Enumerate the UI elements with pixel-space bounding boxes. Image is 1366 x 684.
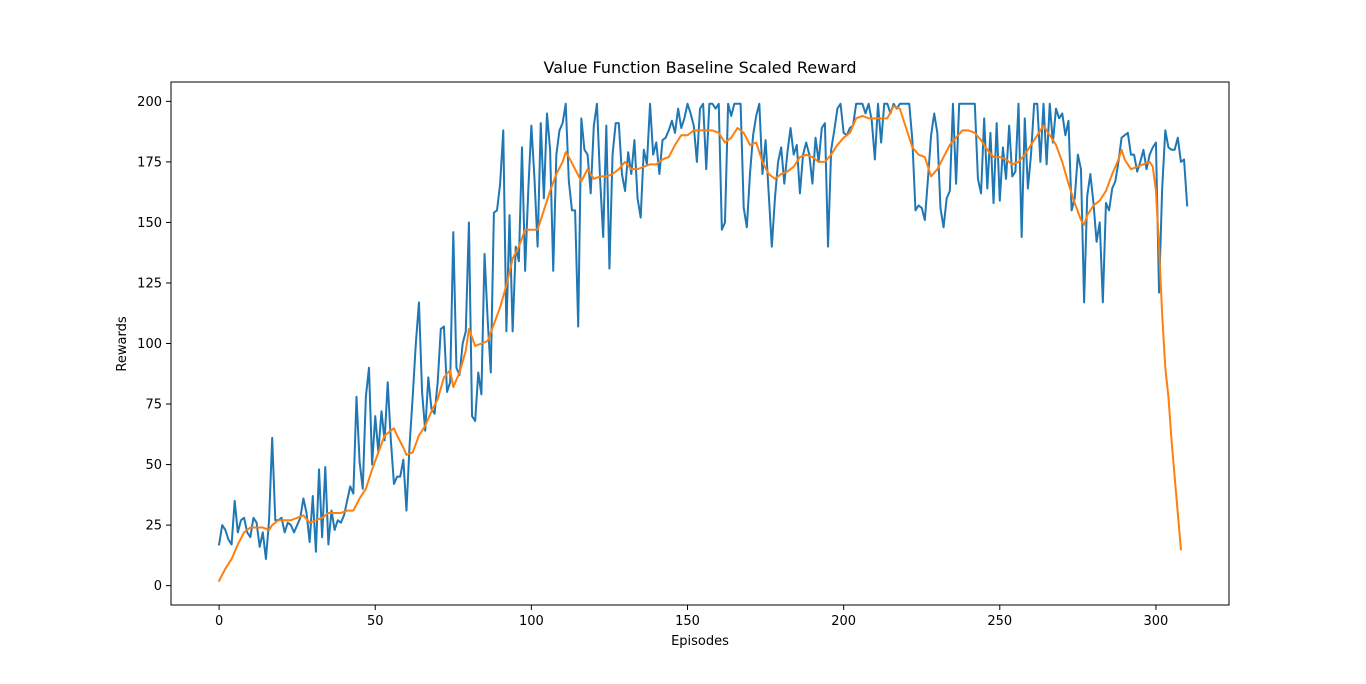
y-tick-label: 75	[145, 398, 162, 413]
y-tick-label: 0	[154, 579, 162, 594]
x-tick-label: 250	[987, 614, 1012, 629]
y-tick-label: 100	[137, 337, 162, 352]
y-tick-label: 125	[137, 276, 162, 291]
chart-title: Value Function Baseline Scaled Reward	[544, 58, 857, 77]
x-tick-label: 0	[215, 614, 223, 629]
y-tick-label: 150	[137, 216, 162, 231]
y-tick-label: 200	[137, 95, 162, 110]
y-tick-label: 25	[145, 519, 162, 534]
y-tick-label: 50	[145, 458, 162, 473]
y-axis-label: Rewards	[115, 316, 130, 371]
series-line-2	[217, 105, 1182, 583]
y-tick-label: 175	[137, 155, 162, 170]
x-tick-label: 150	[675, 614, 700, 629]
series-line-1	[217, 102, 1189, 560]
x-tick-label: 200	[831, 614, 856, 629]
x-tick-label: 300	[1144, 614, 1169, 629]
x-axis-label: Episodes	[671, 634, 729, 649]
x-tick-label: 100	[519, 614, 544, 629]
x-tick-label: 50	[367, 614, 384, 629]
